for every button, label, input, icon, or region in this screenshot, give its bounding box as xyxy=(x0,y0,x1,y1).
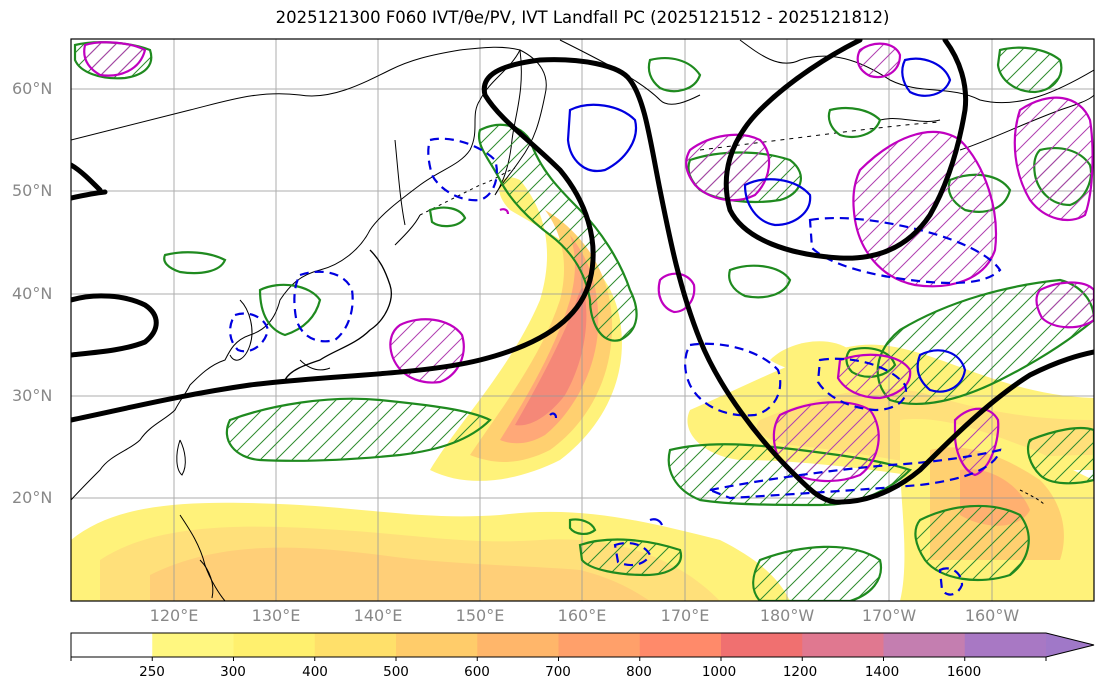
colorbar-label-1400: 1400 xyxy=(864,664,900,680)
lon-label-160w: 160°W xyxy=(964,606,1020,625)
lon-label-180w: 180°W xyxy=(759,606,815,625)
colorbar-label-1600: 1600 xyxy=(946,664,982,680)
blue-contours xyxy=(229,57,1002,596)
colorbar-swatch xyxy=(71,633,153,657)
lon-label-160e: 160°E xyxy=(557,606,607,625)
colorbar-label-600: 600 xyxy=(464,664,490,680)
colorbar-swatch xyxy=(639,633,722,657)
colorbar-label-250: 250 xyxy=(139,664,165,680)
lon-label-170e: 170°E xyxy=(660,606,710,625)
colorbar-label-800: 800 xyxy=(626,664,652,680)
colorbar-label-300: 300 xyxy=(220,664,246,680)
lon-label-120e: 120°E xyxy=(149,606,199,625)
colorbar-label-1200: 1200 xyxy=(782,664,818,680)
colorbar xyxy=(70,632,1095,661)
colorbar-label-700: 700 xyxy=(545,664,571,680)
colorbar-swatch xyxy=(558,633,641,657)
colorbar-extend-arrow xyxy=(1046,633,1094,657)
colorbar-swatch xyxy=(233,633,316,657)
lon-label-140e: 140°E xyxy=(353,606,403,625)
lon-label-150e: 150°E xyxy=(455,606,505,625)
lon-label-130e: 130°E xyxy=(251,606,301,625)
colorbar-swatch xyxy=(802,633,884,657)
colorbar-label-400: 400 xyxy=(302,664,328,680)
lat-label-60n: 60°N xyxy=(12,79,53,98)
colorbar-swatch xyxy=(396,633,478,657)
lat-label-50n: 50°N xyxy=(12,181,53,200)
colorbar-label-500: 500 xyxy=(383,664,409,680)
colorbar-label-1000: 1000 xyxy=(701,664,737,680)
map-title: 2025121300 F060 IVT/θe/PV, IVT Landfall … xyxy=(275,8,890,27)
map-frame xyxy=(70,38,1095,602)
map-area xyxy=(71,39,1094,601)
colorbar-swatch xyxy=(314,633,397,657)
lon-label-170w: 170°W xyxy=(861,606,917,625)
colorbar-swatch xyxy=(477,633,559,657)
lat-label-40n: 40°N xyxy=(12,284,53,303)
lat-label-30n: 30°N xyxy=(12,386,53,405)
lat-label-20n: 20°N xyxy=(12,488,53,507)
colorbar-swatch xyxy=(152,633,234,657)
colorbar-swatch xyxy=(964,633,1047,657)
landfall-pc-contours xyxy=(71,39,1094,505)
colorbar-swatch xyxy=(721,633,803,657)
colorbar-swatch xyxy=(883,633,966,657)
